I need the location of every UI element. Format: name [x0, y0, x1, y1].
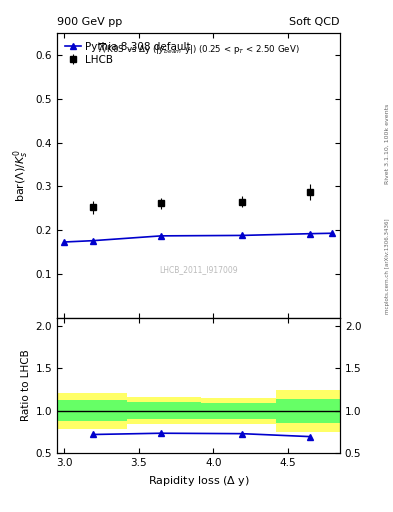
Text: $\overline{\Lambda}$/K0S vs $\Delta$y ($|y_{beam}$-y$|$) (0.25 < p$_T$ < 2.50 Ge: $\overline{\Lambda}$/K0S vs $\Delta$y ($… — [97, 42, 299, 57]
Line: Pythia 8.308 default: Pythia 8.308 default — [61, 230, 336, 245]
Pythia 8.308 default — [239, 232, 244, 239]
Pythia 8.308 default — [62, 239, 67, 245]
Text: Rivet 3.1.10, 100k events: Rivet 3.1.10, 100k events — [385, 103, 389, 183]
Pythia 8.308 default — [330, 230, 335, 237]
Y-axis label: Ratio to LHCB: Ratio to LHCB — [21, 350, 31, 421]
Legend: Pythia 8.308 default, LHCB: Pythia 8.308 default, LHCB — [61, 37, 195, 69]
X-axis label: Rapidity loss ($\Delta$ y): Rapidity loss ($\Delta$ y) — [147, 474, 250, 487]
Text: mcplots.cern.ch [arXiv:1306.3436]: mcplots.cern.ch [arXiv:1306.3436] — [385, 219, 389, 314]
Text: Soft QCD: Soft QCD — [290, 16, 340, 27]
Pythia 8.308 default — [308, 230, 312, 237]
Text: 900 GeV pp: 900 GeV pp — [57, 16, 122, 27]
Text: LHCB_2011_I917009: LHCB_2011_I917009 — [159, 265, 238, 274]
Pythia 8.308 default — [90, 238, 95, 244]
Pythia 8.308 default — [159, 233, 163, 239]
Y-axis label: bar($\Lambda$)/$K^0_s$: bar($\Lambda$)/$K^0_s$ — [12, 149, 31, 202]
